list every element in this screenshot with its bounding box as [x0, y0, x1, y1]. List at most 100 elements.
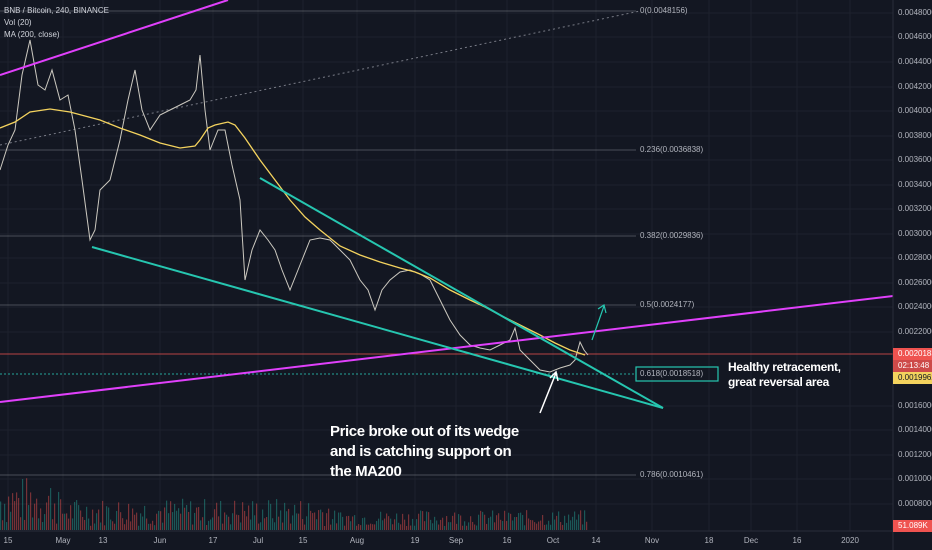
- volume-bar: [34, 503, 36, 530]
- volume-bar: [456, 523, 458, 530]
- volume-bar: [572, 516, 574, 530]
- volume-bar: [146, 518, 148, 530]
- volume-bar: [380, 511, 382, 530]
- volume-bar: [258, 523, 260, 530]
- volume-bar: [544, 524, 546, 530]
- volume-bar: [282, 522, 284, 530]
- volume-bar: [480, 510, 482, 530]
- volume-bar: [94, 523, 96, 530]
- ma-price: 0.0019962: [898, 373, 932, 382]
- fib-label: 0(0.0048156): [640, 6, 688, 15]
- volume-bar: [52, 519, 54, 530]
- ma-legend: MA (200, close): [4, 30, 60, 39]
- volume-bar: [132, 508, 134, 530]
- volume-bar: [514, 517, 516, 530]
- volume-bar: [420, 510, 422, 530]
- time-label: Aug: [350, 536, 364, 545]
- volume-bar: [112, 521, 114, 530]
- volume-bar: [150, 523, 152, 530]
- volume-bar: [160, 511, 162, 530]
- volume-bar: [140, 513, 142, 530]
- price-label: 0.0008000: [898, 499, 932, 508]
- volume-bar: [502, 521, 504, 530]
- volume-bar: [372, 524, 374, 530]
- time-label: 13: [99, 536, 108, 545]
- volume-bar: [306, 516, 308, 530]
- volume-bar: [314, 512, 316, 530]
- volume-bar: [98, 509, 100, 530]
- volume-bar: [340, 512, 342, 530]
- price-series: [0, 39, 589, 373]
- volume-bar: [4, 503, 6, 530]
- volume-bar: [46, 502, 48, 530]
- volume-bar: [78, 505, 80, 530]
- volume-bar: [24, 519, 26, 530]
- time-label: Sep: [449, 536, 464, 545]
- volume-bar: [186, 504, 188, 530]
- volume-bar: [568, 514, 570, 530]
- volume-bar: [412, 518, 414, 530]
- volume-bar: [114, 523, 116, 530]
- target-arrow: [591, 304, 607, 341]
- countdown: 02:13:48: [898, 361, 930, 370]
- volume-bar: [8, 496, 10, 530]
- wedge-lower: [91, 246, 664, 409]
- volume-bar: [394, 519, 396, 530]
- volume-bar: [552, 512, 554, 530]
- volume-bar: [284, 502, 286, 530]
- volume-bar: [298, 513, 300, 530]
- volume-bar: [292, 515, 294, 530]
- volume-bar: [492, 510, 494, 530]
- volume-bar: [326, 513, 328, 530]
- volume-bar: [308, 503, 310, 530]
- volume-bar: [108, 507, 110, 530]
- volume-bar: [158, 510, 160, 530]
- volume-bar: [166, 500, 168, 530]
- volume-bar: [86, 506, 88, 530]
- volume-bar: [498, 513, 500, 530]
- volume-bar: [382, 520, 384, 530]
- volume-bar: [76, 500, 78, 530]
- symbol-title: BNB / Bitcoin, 240, BINANCE: [4, 6, 109, 15]
- volume-bar: [440, 519, 442, 530]
- volume-bar: [362, 518, 364, 530]
- volume-bar: [216, 502, 218, 530]
- grid: [0, 0, 893, 531]
- volume-bar: [276, 499, 278, 530]
- volume-bar: [128, 503, 130, 530]
- volume-bar: [204, 499, 206, 530]
- volume-bar: [144, 505, 146, 530]
- volume-bar: [460, 515, 462, 530]
- pane: [0, 0, 893, 531]
- volume-bar: [30, 492, 32, 530]
- volume-bar: [0, 501, 2, 530]
- time-label: Jul: [253, 536, 263, 545]
- volume-bar: [378, 518, 380, 530]
- volume-bar: [542, 515, 544, 530]
- volume-bar: [66, 513, 68, 530]
- volume-bar: [564, 515, 566, 530]
- volume-bar: [450, 522, 452, 530]
- volume-bar: [236, 514, 238, 530]
- volume-bar: [110, 519, 112, 530]
- volume-bar: [370, 523, 372, 530]
- support-trendline: [0, 295, 894, 403]
- volume-bar: [254, 515, 256, 530]
- volume-bar: [6, 522, 8, 530]
- volume-bar: [346, 516, 348, 530]
- volume-bar: [50, 488, 52, 530]
- volume-bar: [376, 521, 378, 530]
- volume-bar: [566, 522, 568, 530]
- volume-bar: [54, 503, 56, 530]
- annotation-line: Healthy retracement,: [728, 360, 841, 374]
- volume-bar: [470, 516, 472, 530]
- volume-bar: [368, 524, 370, 530]
- volume-bar: [266, 517, 268, 530]
- annotation-line: great reversal area: [728, 375, 830, 389]
- volume-bar: [26, 478, 28, 530]
- volume-bar: [364, 517, 366, 530]
